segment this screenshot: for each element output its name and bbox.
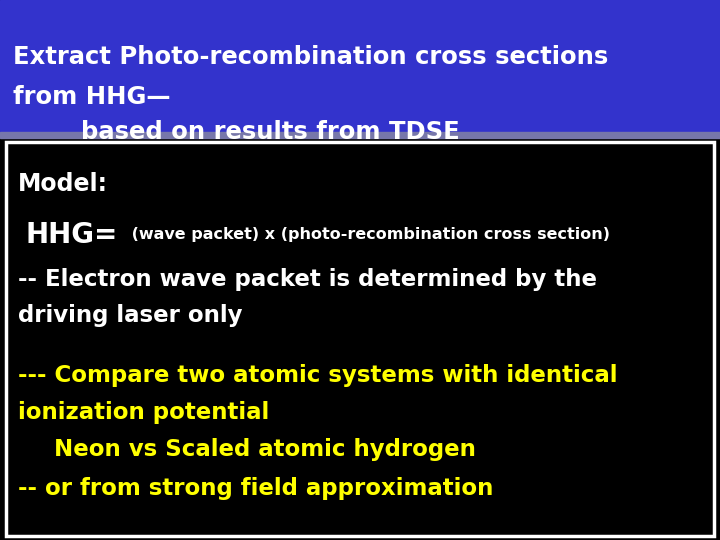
Text: --- Compare two atomic systems with identical: --- Compare two atomic systems with iden…	[18, 364, 618, 387]
Text: -- Electron wave packet is determined by the: -- Electron wave packet is determined by…	[18, 268, 597, 291]
Text: Neon vs Scaled atomic hydrogen: Neon vs Scaled atomic hydrogen	[54, 438, 476, 461]
Text: driving laser only: driving laser only	[18, 305, 243, 327]
FancyBboxPatch shape	[6, 142, 714, 536]
Text: Model:: Model:	[18, 172, 108, 195]
Text: HHG=: HHG=	[25, 221, 117, 249]
Bar	[0, 132, 720, 138]
Text: ionization potential: ionization potential	[18, 401, 269, 423]
Bar	[0, 0, 720, 132]
Text: Extract Photo-recombination cross sections: Extract Photo-recombination cross sectio…	[13, 45, 608, 69]
Text: from HHG—: from HHG—	[13, 85, 171, 109]
Text: based on results from TDSE: based on results from TDSE	[13, 120, 459, 144]
Text: -- or from strong field approximation: -- or from strong field approximation	[18, 477, 493, 500]
Text: (wave packet) x (photo-recombination cross section): (wave packet) x (photo-recombination cro…	[126, 227, 610, 242]
